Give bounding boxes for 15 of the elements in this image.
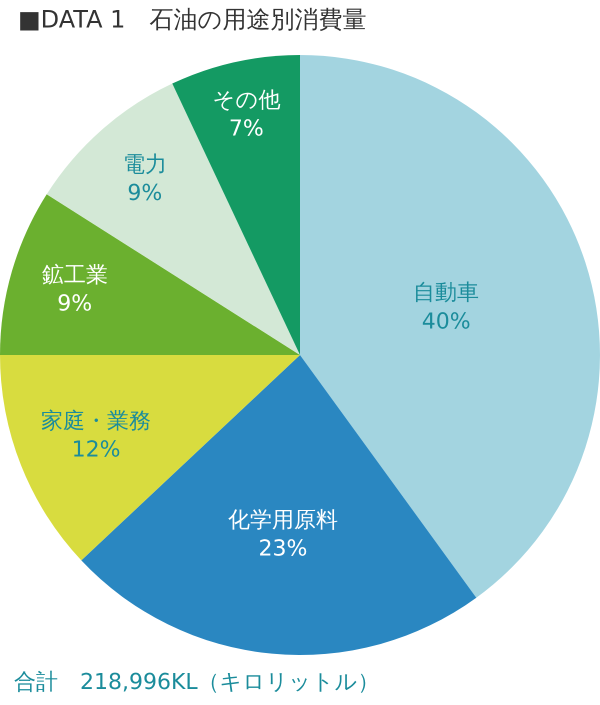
slice-label: 化学用原料	[228, 508, 338, 533]
slice-label: 鉱工業	[42, 262, 108, 288]
slice-label: 電力	[122, 152, 167, 178]
data-label: 7%	[228, 116, 264, 142]
slice-label: その他	[212, 88, 280, 113]
slice-label: 家庭・業務	[41, 408, 152, 434]
data-label: 12%	[72, 438, 121, 463]
chart-title: ■DATA 1 石油の用途別消費量	[18, 5, 366, 34]
data-label: 40%	[422, 309, 471, 334]
data-label: 9%	[127, 180, 162, 206]
pie-slice	[172, 55, 300, 355]
text: 合計 218,996KL（キロリットル）	[14, 670, 380, 695]
data-label: 23%	[258, 536, 308, 562]
data-label: 9%	[57, 291, 92, 316]
slice-label: 自動車	[413, 280, 480, 306]
